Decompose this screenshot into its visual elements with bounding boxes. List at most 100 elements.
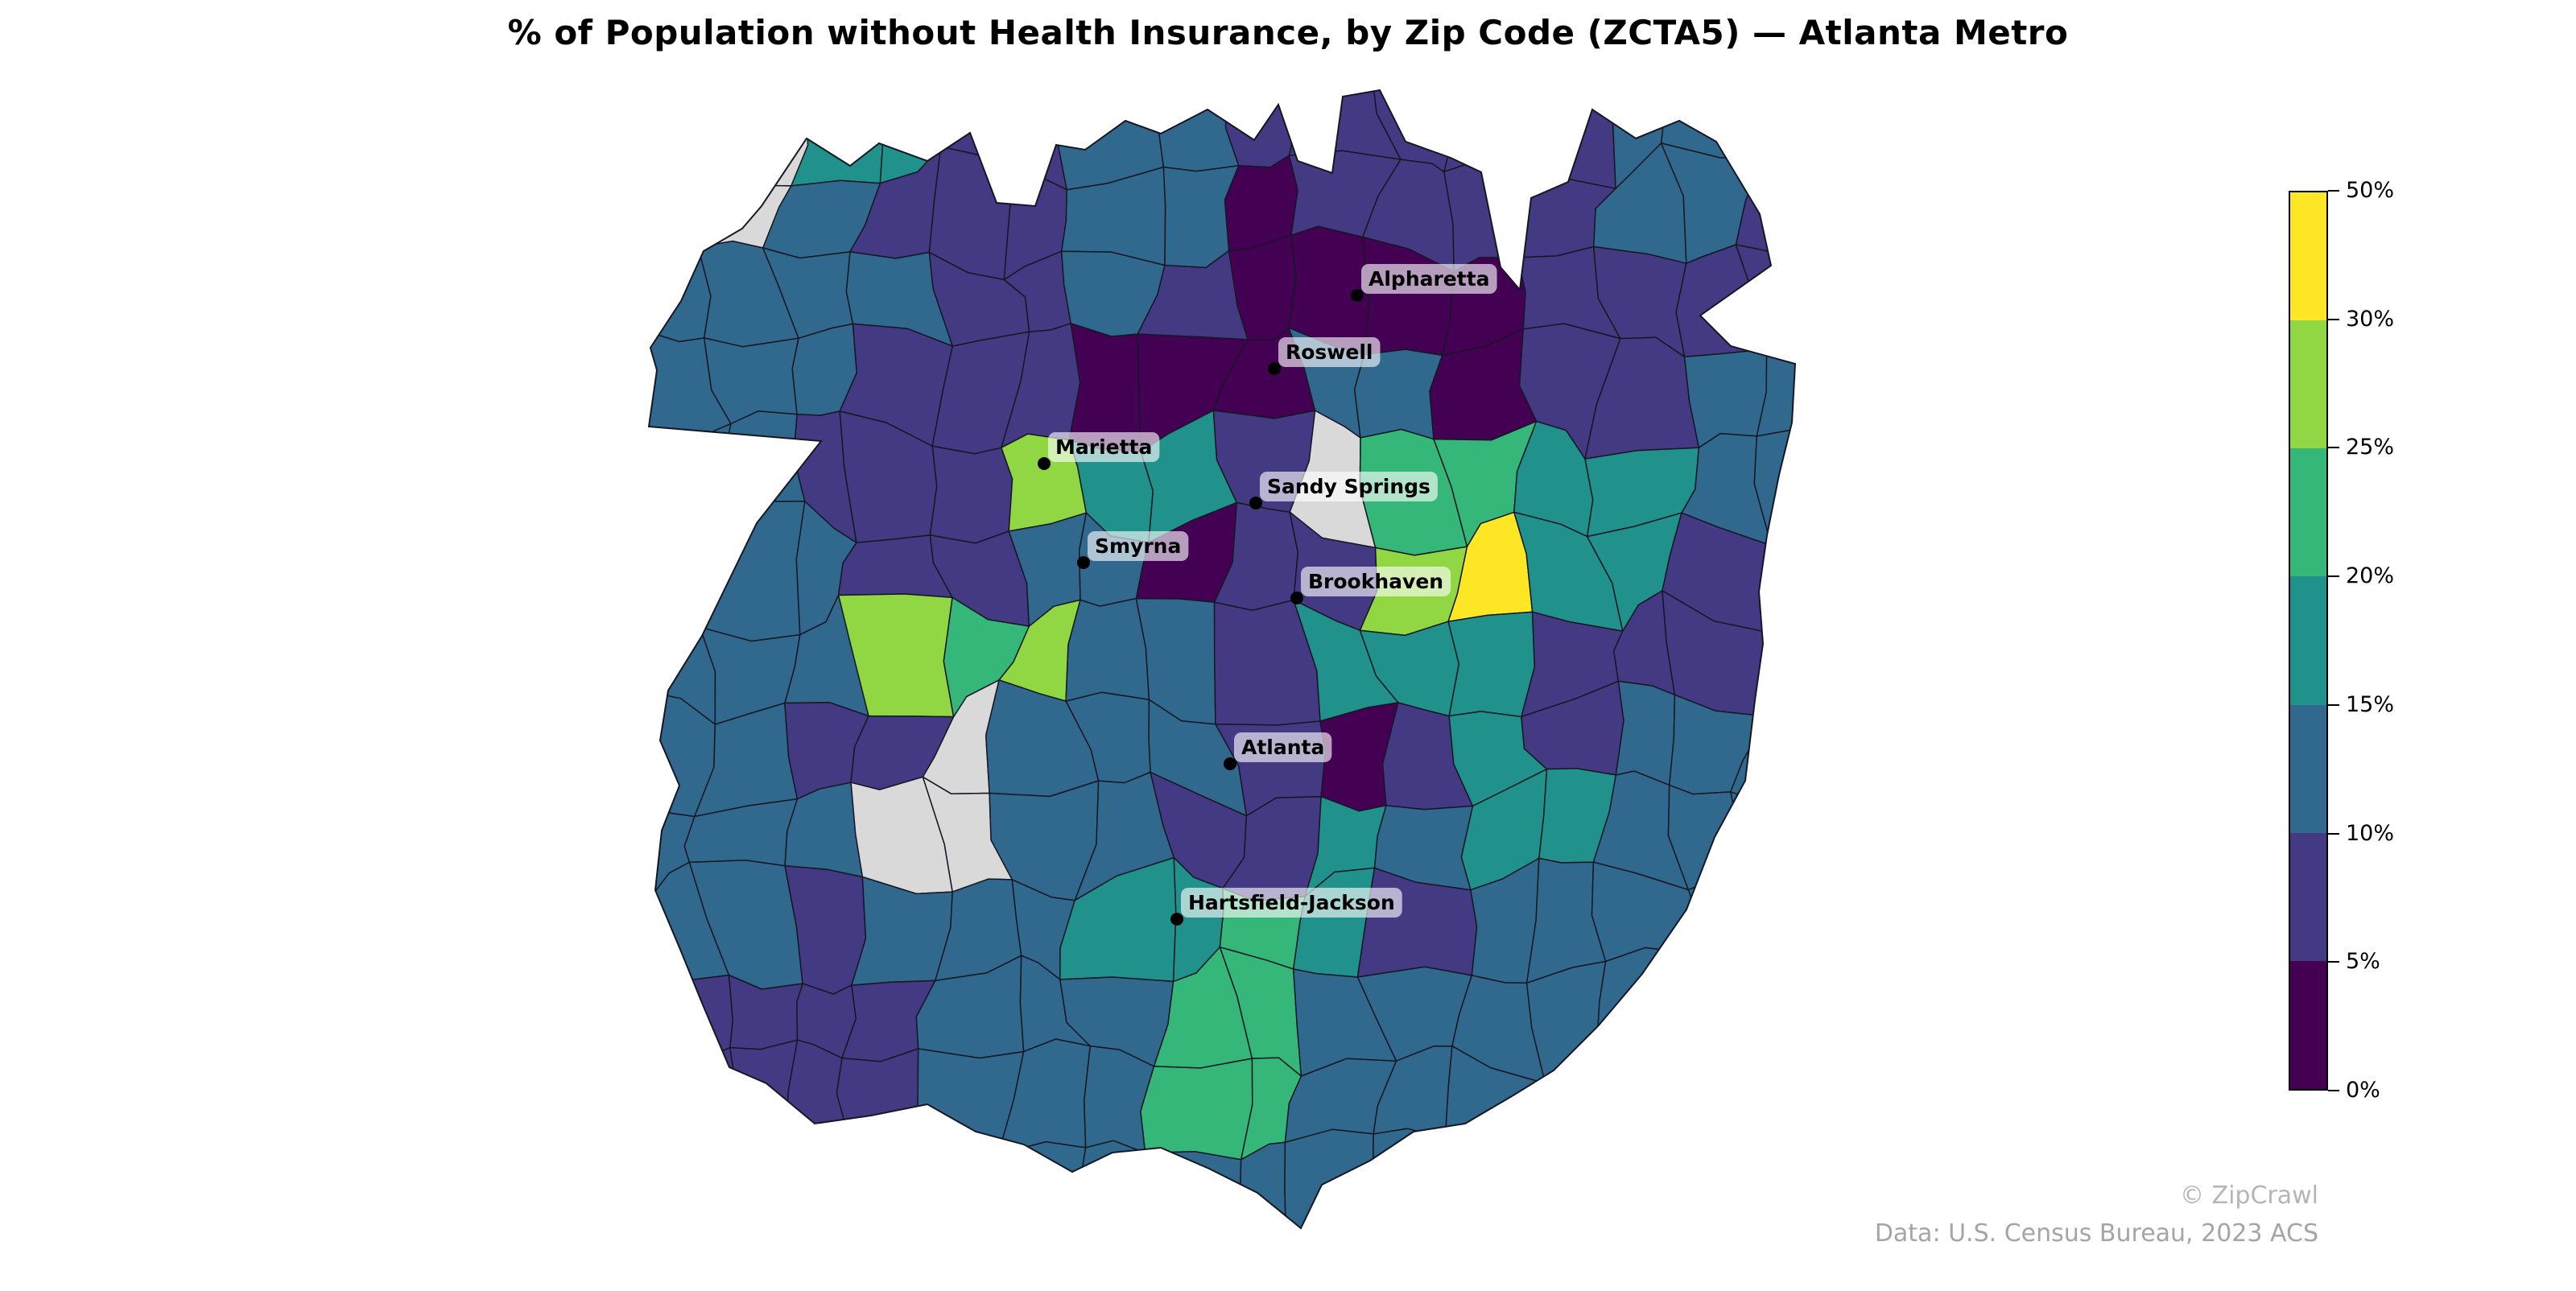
legend-colorbar xyxy=(2289,191,2328,1091)
metro-boundary xyxy=(647,89,1797,1230)
zip-polygon xyxy=(1687,872,1767,955)
zip-polygon xyxy=(649,1046,741,1174)
city-dot xyxy=(1351,289,1364,302)
city-dot xyxy=(1038,457,1051,470)
zip-polygon xyxy=(1544,1061,1597,1166)
zip-polygon xyxy=(1667,784,1767,891)
legend-tick-label: 25% xyxy=(2346,435,2395,460)
legend-tick-label: 30% xyxy=(2346,306,2395,332)
city-group: Hartsfield-Jackson xyxy=(1170,888,1402,926)
city-label: Hartsfield-Jackson xyxy=(1188,891,1395,914)
city-dot xyxy=(1224,757,1236,770)
zip-polygon xyxy=(852,1149,932,1228)
attribution-watermark: © ZipCrawl xyxy=(2179,1182,2318,1210)
zip-polygon xyxy=(729,1039,799,1174)
zip-polygon xyxy=(1749,1074,1795,1175)
city-group: Roswell xyxy=(1268,337,1381,375)
city-label-background xyxy=(1181,888,1402,918)
map-title: % of Population without Health Insurance… xyxy=(507,13,2069,52)
legend-tick-label: 15% xyxy=(2346,691,2395,717)
zip-polygon xyxy=(769,1128,859,1228)
zip-polygon xyxy=(1584,1051,1675,1136)
zip-polygon xyxy=(1731,90,1795,159)
zip-polygon xyxy=(1510,90,1616,190)
legend-tick-label: 50% xyxy=(2346,178,2395,203)
legend-tick-label: 20% xyxy=(2346,563,2395,589)
city-label-background xyxy=(1301,567,1451,596)
legend-tick-label: 10% xyxy=(2346,820,2395,846)
zip-polygon xyxy=(929,445,1013,544)
zip-polygon xyxy=(1579,1131,1675,1228)
zip-polygon xyxy=(1750,1151,1795,1228)
zip-polygon xyxy=(997,1140,1087,1228)
legend-tick-mark xyxy=(2328,447,2339,449)
city-label: Atlanta xyxy=(1241,736,1324,759)
city-label-background xyxy=(1260,472,1438,501)
zip-polygon xyxy=(1016,90,1067,191)
zip-polygon xyxy=(1615,680,1676,786)
zip-polygon xyxy=(1284,1128,1374,1228)
city-group: Sandy Springs xyxy=(1249,472,1438,509)
city-group: Smyrna xyxy=(1077,531,1189,569)
legend-tick-mark xyxy=(2328,1090,2339,1091)
zip-polygon xyxy=(1766,613,1795,717)
legend-segment xyxy=(2290,960,2326,1089)
city-label: Sandy Springs xyxy=(1267,475,1430,498)
legend-tick-label: 5% xyxy=(2346,949,2380,975)
legend-segment xyxy=(2290,704,2326,833)
city-dot xyxy=(1249,497,1262,509)
legend-segment xyxy=(2290,320,2326,449)
city-label: Smyrna xyxy=(1095,534,1181,558)
city-group: Marietta xyxy=(1038,432,1160,470)
zip-polygon xyxy=(649,423,733,530)
legend-tick-label: 0% xyxy=(2346,1078,2380,1103)
legend-tick-mark xyxy=(2328,575,2339,578)
legend-segment xyxy=(2290,192,2326,321)
zip-polygon xyxy=(1239,1141,1287,1228)
zip-polygon xyxy=(1524,1134,1592,1228)
city-label-background xyxy=(1361,264,1497,294)
city-label: Alpharetta xyxy=(1368,267,1490,291)
city-label: Brookhaven xyxy=(1308,570,1443,593)
zip-polygon xyxy=(1065,597,1150,702)
zip-polygon xyxy=(1364,1128,1472,1228)
zip-polygon xyxy=(1668,1051,1762,1175)
zip-polygon xyxy=(1140,1058,1253,1161)
zip-polygon xyxy=(1756,344,1795,443)
legend-tick-mark xyxy=(2328,703,2339,706)
zip-polygon xyxy=(1444,1137,1553,1228)
zip-polygon xyxy=(1753,872,1795,984)
zip-polygon xyxy=(851,876,953,986)
zip-polygon xyxy=(1769,517,1795,633)
zip-polygon xyxy=(1443,90,1550,173)
legend-tick-mark xyxy=(2328,961,2339,963)
city-markers: Alpharetta Roswell Marietta Sandy Springs Sm… xyxy=(1038,264,1497,926)
legend-tick-mark xyxy=(2328,318,2339,320)
city-label: Marietta xyxy=(1055,435,1152,459)
city-group: Brookhaven xyxy=(1290,567,1451,604)
city-dot xyxy=(1268,362,1281,375)
zip-polygon xyxy=(1683,349,1768,448)
legend-segment xyxy=(2290,832,2326,961)
city-group: Atlanta xyxy=(1224,732,1332,770)
zip-polygon xyxy=(925,1153,1029,1228)
legend-segment xyxy=(2290,448,2326,577)
zip-polygon xyxy=(1673,943,1765,1086)
zip-polygon xyxy=(836,1048,932,1157)
zip-polygon xyxy=(699,501,806,642)
zip-polygon xyxy=(1730,791,1795,881)
city-label: Roswell xyxy=(1286,340,1373,364)
legend-tick-mark xyxy=(2328,190,2339,192)
attribution: © ZipCrawl Data: U.S. Census Bureau, 202… xyxy=(1875,1178,2318,1252)
zip-polygon xyxy=(649,90,724,187)
zip-polygon xyxy=(791,90,884,187)
city-dot xyxy=(1077,556,1090,569)
zip-polygon xyxy=(707,90,809,187)
legend-tick-mark xyxy=(2328,832,2339,835)
zip-polygon xyxy=(649,1142,733,1228)
zip-polygons xyxy=(649,90,1795,1228)
zip-polygon xyxy=(1666,1133,1765,1228)
city-group: Alpharetta xyxy=(1351,264,1497,302)
